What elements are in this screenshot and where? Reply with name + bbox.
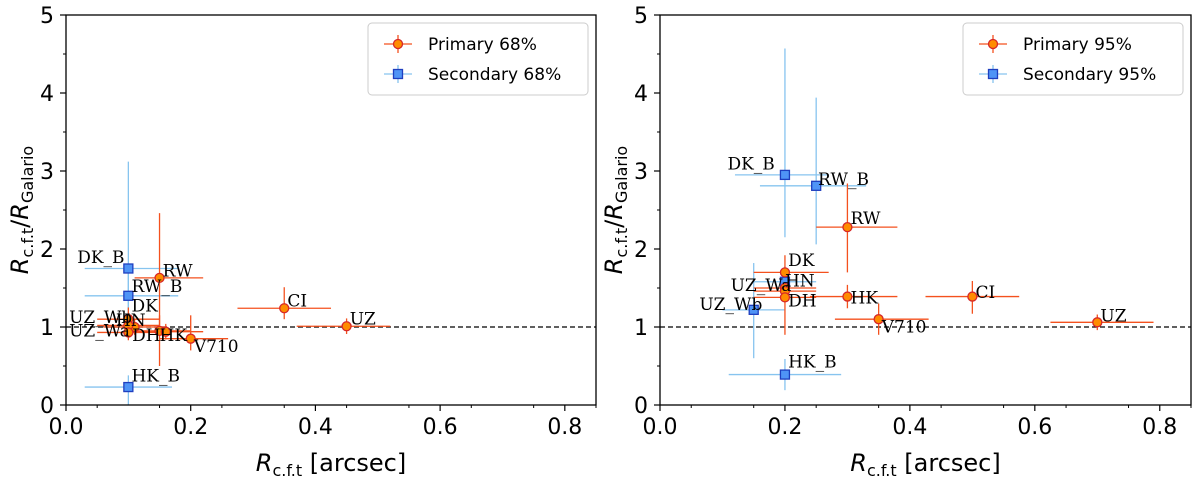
x-axis-label: Rc.f.t [arcsec] [850,449,1000,480]
point-label: UZ_Wb [699,295,762,315]
marker-HK_B [779,369,791,380]
marker-UZ_Wb [748,304,759,315]
point-label: RW [851,209,881,229]
legend-box [962,22,1184,96]
point-label: HK_B [131,367,180,387]
point-label: HN [116,311,146,331]
point-label: HK [160,326,188,346]
y-tick-label: 2 [634,238,648,263]
y-tick-label: 5 [634,4,648,29]
y-axis-label: Rc.f.t/RGalario [600,146,631,274]
legend-marker-primary [392,38,404,50]
y-tick-label: 1 [634,316,648,341]
x-tick-label: 0.0 [49,415,84,440]
y-tick-label: 5 [40,4,54,29]
point-label: HN [785,271,815,291]
marker-CI [967,291,978,302]
legend-label: Primary 68% [428,35,537,55]
point-label: UZ_Wa [731,276,792,296]
secondary-markers [123,263,134,393]
y-tick-label: 3 [634,160,648,185]
legend-label: Secondary 95% [1023,65,1156,85]
y-axis-label: Rc.f.t/RGalario [6,146,37,274]
x-axis: 0.0 0.2 0.4 0.6 0.8 [49,405,597,440]
marker-RW_B [123,290,134,301]
x-tick-label: 0.0 [643,415,678,440]
secondary-errorbars [722,48,867,391]
marker-DH [779,292,791,303]
marker-UZ_Wa [123,327,134,338]
marker-DK_B [779,169,791,181]
marker-V710 [185,333,196,344]
x-tick-label: 0.4 [298,415,333,440]
y-tick-label: 0 [634,394,648,419]
point-label: DH [132,326,160,346]
legend: Primary 68% Secondary 68% [367,22,589,96]
point-label: CI [287,292,307,312]
legend-marker-secondary [987,68,999,80]
marker-HK [160,326,171,337]
legend-label: Primary 95% [1023,35,1132,55]
y-tick-label: 4 [634,82,648,107]
y-axis: 0 1 2 3 4 5 [634,4,660,419]
point-label: CI [975,283,995,303]
point-label: UZ_Wb [69,308,132,328]
marker-RW [842,222,853,233]
point-label: DH [788,292,816,312]
y-tick-label: 2 [40,238,54,263]
point-label: HK_B [788,353,837,373]
y-tick-label: 3 [40,160,54,185]
x-tick-label: 0.4 [892,415,927,440]
marker-DK_B [123,263,134,274]
point-label: HK [851,289,879,309]
y-axis: 0 1 2 3 4 5 [40,4,66,419]
y-tick-label: 0 [40,394,54,419]
secondary-markers [748,169,822,380]
marker-UZ [341,321,352,332]
x-axis-label: Rc.f.t [arcsec] [256,449,406,480]
y-tick-label: 1 [40,316,54,341]
x-tick-label: 0.6 [423,415,458,440]
legend: Primary 95% Secondary 95% [962,22,1184,96]
marker-V710 [873,314,884,325]
x-tick-label: 0.2 [173,415,208,440]
point-label: UZ [1100,307,1126,327]
marker-DK [779,267,791,278]
legend-label: Secondary 68% [428,65,561,85]
marker-UZ [1092,317,1103,328]
point-label: DK_B [77,248,124,268]
primary-markers [123,272,352,344]
point-label: RW_B [818,170,869,190]
marker-RW [154,272,165,284]
legend-marker-primary [987,38,999,50]
point-label: UZ_Wa [69,321,130,341]
legend-marker-secondary [392,68,404,80]
x-tick-label: 0.6 [1017,415,1052,440]
point-label: V710 [881,317,927,337]
x-tick-label: 0.8 [547,415,582,440]
marker-HK_B [123,381,134,393]
primary-markers [779,222,1103,328]
marker-CI [279,303,290,314]
point-label: RW_B [131,277,182,297]
point-label: DK_B [727,154,774,174]
point-label: DK [131,296,158,316]
x-tick-label: 0.8 [1142,415,1177,440]
y-tick-label: 4 [40,82,54,107]
x-tick-label: 0.2 [767,415,802,440]
x-axis: 0.0 0.2 0.4 0.6 0.8 [643,405,1192,440]
marker-RW_B [811,180,822,191]
marker-HK [842,291,853,302]
point-label: UZ [350,310,376,330]
legend-box [367,22,589,96]
point-label: V710 [193,337,239,357]
point-label: RW [163,261,193,281]
point-label: DK [788,251,815,271]
